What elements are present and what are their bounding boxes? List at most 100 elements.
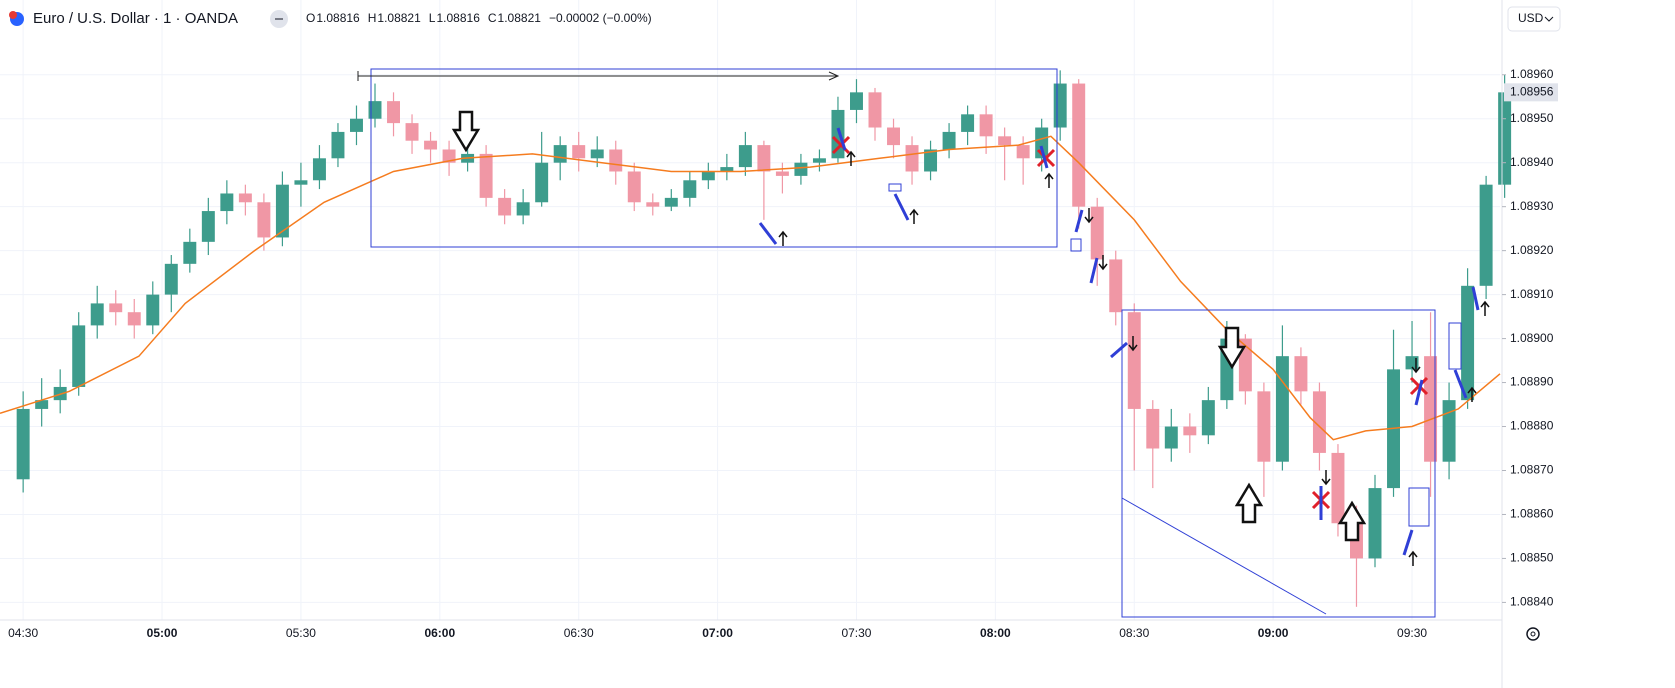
candle-body xyxy=(683,180,697,198)
ohlc-key: L xyxy=(429,11,436,25)
candle-body xyxy=(1275,356,1289,462)
candle-body xyxy=(442,149,456,163)
candle-body xyxy=(331,131,345,159)
x-tick-label: 06:30 xyxy=(564,626,594,640)
ohlc-key: O xyxy=(306,11,315,25)
small-box xyxy=(1448,322,1462,370)
candle-body xyxy=(72,325,86,387)
candle-body xyxy=(572,145,586,159)
x-tick-label: 08:30 xyxy=(1119,626,1149,640)
candle-body xyxy=(1312,391,1326,453)
ohlc-value: 1.08816 xyxy=(436,11,480,25)
candle-body xyxy=(1072,83,1086,207)
candle-body xyxy=(812,158,826,163)
candle-body xyxy=(90,303,104,326)
y-tick-label: 1.08920 xyxy=(1510,243,1554,257)
x-tick-label: 07:30 xyxy=(841,626,871,640)
ohlc: O 1.08816 H 1.08821 L 1.08816 C 1.08821 −0.00002… xyxy=(306,11,652,25)
x-tick-label: 07:00 xyxy=(702,626,733,640)
candle-body xyxy=(887,127,900,146)
candle-body xyxy=(350,118,363,132)
x-tick-label: 06:00 xyxy=(424,626,455,640)
y-tick-label: 1.08930 xyxy=(1510,199,1554,213)
ohlc-key: H xyxy=(368,11,377,25)
candle-body xyxy=(220,193,234,212)
candle-body xyxy=(405,123,419,141)
trend-line xyxy=(1121,497,1327,615)
candle-body xyxy=(1164,426,1178,449)
small-box xyxy=(888,183,902,192)
candle-body xyxy=(1053,83,1067,128)
candle-body xyxy=(35,400,49,409)
candle-body xyxy=(1479,184,1493,286)
y-tick-label: 1.08900 xyxy=(1510,331,1554,345)
candle-body xyxy=(627,171,641,203)
candle-body xyxy=(1109,259,1123,313)
candle-body xyxy=(924,149,938,172)
x-tick-label: 04:30 xyxy=(8,626,38,640)
candle-body xyxy=(201,211,215,242)
x-tick-label: 05:00 xyxy=(147,626,178,640)
measure-arrow xyxy=(357,71,840,81)
candle-body xyxy=(757,145,771,172)
candle-body xyxy=(701,171,715,181)
candle-body xyxy=(979,114,993,137)
candle-body xyxy=(16,408,30,480)
y-tick-label: 1.08940 xyxy=(1510,155,1554,169)
candle-body xyxy=(998,136,1012,146)
candle-body xyxy=(1424,356,1438,462)
candle-body xyxy=(294,180,308,185)
dropdown-icon xyxy=(1544,16,1554,22)
symbol-title: Euro / U.S. Dollar · 1 · OANDA xyxy=(33,10,238,27)
x-tick-label: 08:00 xyxy=(980,626,1011,640)
candle-body xyxy=(1257,391,1271,462)
candle-body xyxy=(720,167,734,172)
y-tick-label: 1.08950 xyxy=(1510,111,1554,125)
candle-body xyxy=(1294,356,1308,392)
candle-body xyxy=(183,241,197,264)
candle-body xyxy=(664,197,678,207)
last-price-box xyxy=(1504,83,1558,102)
small-box xyxy=(1408,487,1430,527)
candle-body xyxy=(109,303,123,313)
ohlc-value: 1.08821 xyxy=(498,11,542,25)
axes: 1.08840 1.08850 1.08860 1.08870 1.08880 1.088… xyxy=(8,67,1558,640)
candle-body xyxy=(146,294,160,326)
candle-body xyxy=(238,193,252,203)
candle-body xyxy=(961,114,975,132)
candle-body xyxy=(1016,145,1030,159)
candle-body xyxy=(1498,92,1512,185)
blue-segments xyxy=(758,127,1480,556)
change: −0.00002 (−0.00%) xyxy=(549,11,652,25)
candle-body xyxy=(1090,206,1104,260)
candle-body xyxy=(1201,400,1215,436)
candle-body xyxy=(850,92,863,110)
candle-body xyxy=(498,197,512,216)
candle-body xyxy=(312,158,326,181)
moving-average xyxy=(0,135,1501,441)
up-arrow xyxy=(1337,500,1367,542)
ohlc-value: 1.08816 xyxy=(316,11,360,25)
x-tick-label: 09:00 xyxy=(1258,626,1289,640)
x-tick-label: 05:30 xyxy=(286,626,316,640)
range-box xyxy=(1121,309,1436,618)
candle-body xyxy=(905,145,919,172)
ohlc-value: 1.08821 xyxy=(377,11,421,25)
up-arrow xyxy=(1234,482,1264,524)
small-arrows xyxy=(778,150,1490,566)
candle-body xyxy=(609,149,623,172)
candle-body xyxy=(1442,400,1456,462)
candle-body xyxy=(738,145,752,168)
candle-body xyxy=(646,202,660,207)
header: Euro / U.S. Dollar · 1 · OANDA O 1.08816 H… xyxy=(9,6,1561,641)
currency-button[interactable] xyxy=(1507,6,1561,32)
settings-button[interactable] xyxy=(1526,627,1540,641)
candle-body xyxy=(1331,452,1345,524)
y-tick-label: 1.08890 xyxy=(1510,375,1554,389)
candle-body xyxy=(1146,408,1160,449)
down-arrow xyxy=(1217,326,1247,370)
candle-body xyxy=(1368,488,1382,559)
settings-icon xyxy=(1530,631,1536,637)
ohlc-key: C xyxy=(488,11,497,25)
